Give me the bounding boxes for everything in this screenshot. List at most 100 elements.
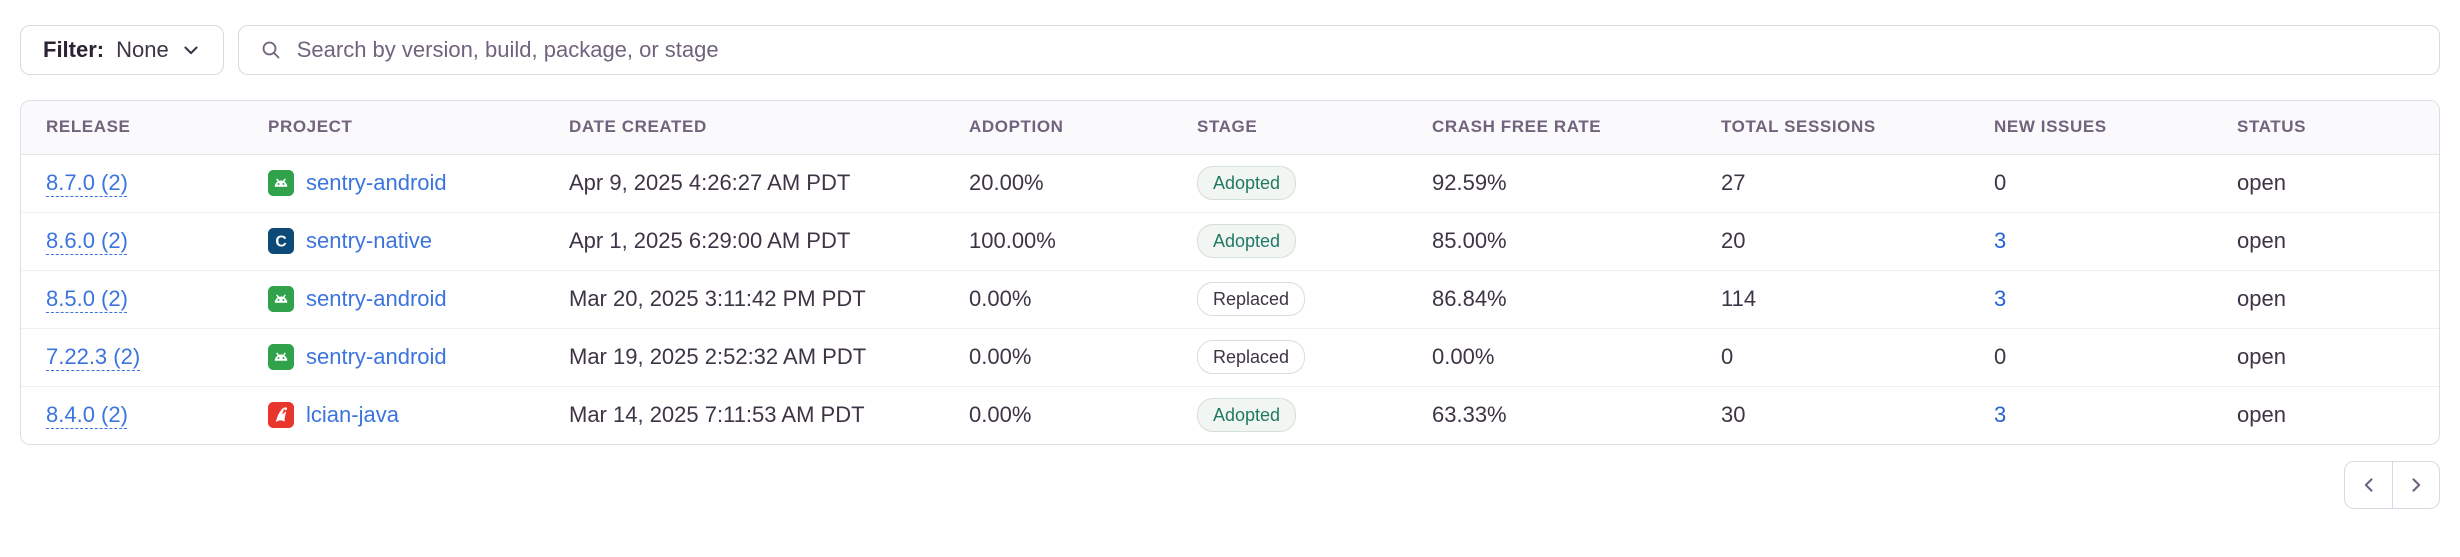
table-header-row: Release Project Date Created Adoption St… (21, 101, 2439, 155)
filter-label: Filter: (43, 37, 105, 62)
search-input[interactable] (296, 37, 2419, 63)
total-sessions-value: 0 (1721, 344, 1734, 369)
search-bar (237, 25, 2440, 75)
total-sessions-value: 114 (1721, 286, 1757, 311)
adoption-value: 20.00% (969, 170, 1044, 195)
stage-cell: Adopted (1197, 386, 1432, 444)
status-value: open (2237, 402, 2286, 428)
crash-free-rate-value: 86.84% (1432, 286, 1507, 311)
crash-free-rate-cell: 85.00% (1432, 212, 1721, 271)
status-value: open (2237, 286, 2286, 311)
stage-cell: Adopted (1197, 154, 1432, 213)
date-created-value: Apr 9, 2025 4:26:27 AM PDT (569, 170, 851, 195)
new-issues-value[interactable]: 3 (1994, 286, 2007, 311)
release-link[interactable]: 7.22.3 (2) (46, 344, 141, 369)
new-issues-cell: 3 (1994, 270, 2237, 329)
date-created-cell: Mar 19, 2025 2:52:32 AM PDT (569, 328, 969, 387)
adoption-cell: 100.00% (969, 212, 1197, 271)
c-native-platform-icon: C (268, 228, 294, 254)
search-icon (259, 38, 283, 62)
pagination (20, 461, 2440, 509)
project-cell: sentry-android (268, 286, 569, 312)
column-header-crash-free-rate: Crash Free Rate (1432, 101, 1721, 155)
table-row: 8.5.0 (2) sentry-android Mar 20, 202 (21, 270, 2439, 329)
status-cell: open (2237, 154, 2439, 213)
adoption-value: 0.00% (969, 402, 1032, 428)
status-cell: open (2237, 212, 2439, 271)
total-sessions-cell: 114 (1721, 270, 1994, 329)
releases-table-panel: Release Project Date Created Adoption St… (20, 100, 2440, 445)
total-sessions-cell: 27 (1721, 154, 1994, 213)
stage-cell: Adopted (1197, 212, 1432, 271)
crash-free-rate-value: 0.00% (1432, 344, 1495, 369)
new-issues-value[interactable]: 3 (1994, 402, 2007, 428)
release-link[interactable]: 8.6.0 (2) (46, 228, 128, 253)
date-created-cell: Apr 9, 2025 4:26:27 AM PDT (569, 154, 969, 213)
project-cell: sentry-android (268, 344, 569, 370)
adoption-value: 0.00% (969, 344, 1032, 369)
crash-free-rate-cell: 92.59% (1432, 154, 1721, 213)
stage-badge: Adopted (1197, 166, 1297, 200)
filter-selected-value: None (116, 37, 169, 62)
previous-page-button[interactable] (2344, 461, 2392, 509)
chevron-left-icon (2359, 475, 2379, 495)
table-row: 7.22.3 (2) sentry-android Mar 19, 20 (21, 328, 2439, 387)
status-cell: open (2237, 270, 2439, 329)
svg-text:C: C (275, 233, 286, 250)
project-cell: lcian-java (268, 402, 569, 429)
toolbar: Filter: None (20, 25, 2440, 75)
chevron-down-icon (181, 40, 201, 60)
chevron-right-icon (2406, 475, 2426, 495)
date-created-value: Mar 20, 2025 3:11:42 PM PDT (569, 286, 866, 311)
release-link[interactable]: 8.5.0 (2) (46, 286, 128, 311)
adoption-value: 100.00% (969, 228, 1056, 253)
project-link[interactable]: lcian-java (306, 402, 399, 428)
stage-cell: Replaced (1197, 328, 1432, 387)
adoption-cell: 0.00% (969, 328, 1197, 387)
next-page-button[interactable] (2392, 461, 2440, 509)
stage-badge: Adopted (1197, 224, 1297, 258)
new-issues-cell: 3 (1994, 212, 2237, 271)
date-created-cell: Apr 1, 2025 6:29:00 AM PDT (569, 212, 969, 271)
crash-free-rate-value: 63.33% (1432, 402, 1507, 428)
adoption-value: 0.00% (969, 286, 1032, 311)
android-platform-icon (268, 344, 294, 370)
project-link[interactable]: sentry-android (306, 286, 447, 311)
total-sessions-value: 20 (1721, 228, 1746, 253)
stage-cell: Replaced (1197, 270, 1432, 329)
crash-free-rate-value: 85.00% (1432, 228, 1507, 253)
crash-free-rate-cell: 63.33% (1432, 386, 1721, 444)
column-header-adoption: Adoption (969, 101, 1197, 155)
project-link[interactable]: sentry-native (306, 228, 432, 253)
date-created-cell: Mar 14, 2025 7:11:53 AM PDT (569, 386, 969, 444)
column-header-total-sessions: Total Sessions (1721, 101, 1994, 155)
new-issues-value[interactable]: 3 (1994, 228, 2007, 253)
releases-table: Release Project Date Created Adoption St… (21, 101, 2439, 444)
table-body: 8.7.0 (2) sentry-android Apr 9, 2025 (21, 154, 2439, 444)
project-link[interactable]: sentry-android (306, 170, 447, 195)
table-row: 8.6.0 (2) C sentry-native Apr 1, 2025 6:… (21, 212, 2439, 271)
new-issues-cell: 0 (1994, 154, 2237, 213)
android-platform-icon (268, 286, 294, 312)
adoption-cell: 0.00% (969, 270, 1197, 329)
status-cell: open (2237, 386, 2439, 444)
java-platform-icon (268, 402, 294, 429)
status-cell: open (2237, 328, 2439, 387)
filter-dropdown-button[interactable]: Filter: None (20, 25, 224, 75)
android-platform-icon (268, 170, 294, 196)
project-link[interactable]: sentry-android (306, 344, 447, 369)
stage-badge: Replaced (1197, 340, 1306, 374)
new-issues-value: 0 (1994, 170, 2007, 195)
crash-free-rate-cell: 0.00% (1432, 328, 1721, 387)
date-created-value: Mar 14, 2025 7:11:53 AM PDT (569, 402, 865, 428)
column-header-stage: Stage (1197, 101, 1432, 155)
release-link[interactable]: 8.7.0 (2) (46, 170, 128, 195)
total-sessions-value: 27 (1721, 170, 1746, 195)
project-cell: sentry-android (268, 170, 569, 196)
status-value: open (2237, 170, 2286, 195)
table-row: 8.7.0 (2) sentry-android Apr 9, 2025 (21, 154, 2439, 213)
status-value: open (2237, 228, 2286, 253)
crash-free-rate-cell: 86.84% (1432, 270, 1721, 329)
release-link[interactable]: 8.4.0 (2) (46, 402, 128, 428)
status-value: open (2237, 344, 2286, 369)
